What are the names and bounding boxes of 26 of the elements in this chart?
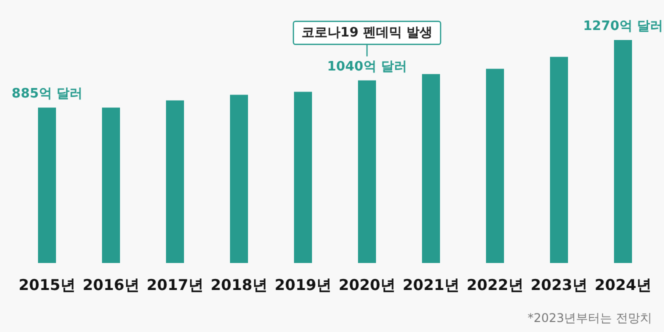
bar — [358, 80, 376, 263]
annotation: 코로나19 펜데믹 발생 — [301, 25, 433, 40]
bar — [230, 94, 248, 263]
bar — [422, 74, 440, 263]
bar — [550, 56, 568, 263]
data-label: 885억 달러 — [12, 86, 82, 102]
x-tick-label: 2016년 — [82, 276, 140, 294]
x-tick-label: 2017년 — [146, 276, 204, 294]
data-label: 1040억 달러 — [327, 59, 407, 74]
bar — [166, 100, 184, 263]
annotation-callout: 코로나19 펜데믹 발생 — [292, 20, 442, 56]
bar — [294, 92, 312, 263]
data-label: 1270억 달러 — [583, 19, 663, 34]
x-tick-label: 2021년 — [402, 276, 460, 294]
x-tick-label: 2018년 — [210, 276, 268, 294]
bar — [614, 40, 632, 263]
x-tick-label: 2024년 — [594, 276, 652, 294]
x-tick-label: 2019년 — [274, 276, 332, 294]
text: *2023년부터는 전망치 — [528, 311, 652, 325]
bar — [486, 68, 504, 263]
x-tick-label: 2020년 — [338, 276, 396, 294]
bar — [102, 108, 120, 263]
bar — [38, 108, 56, 263]
x-tick-label: 2022년 — [466, 276, 524, 294]
x-tick-label: 2015년 — [18, 276, 76, 294]
x-tick-label: 2023년 — [530, 276, 588, 294]
